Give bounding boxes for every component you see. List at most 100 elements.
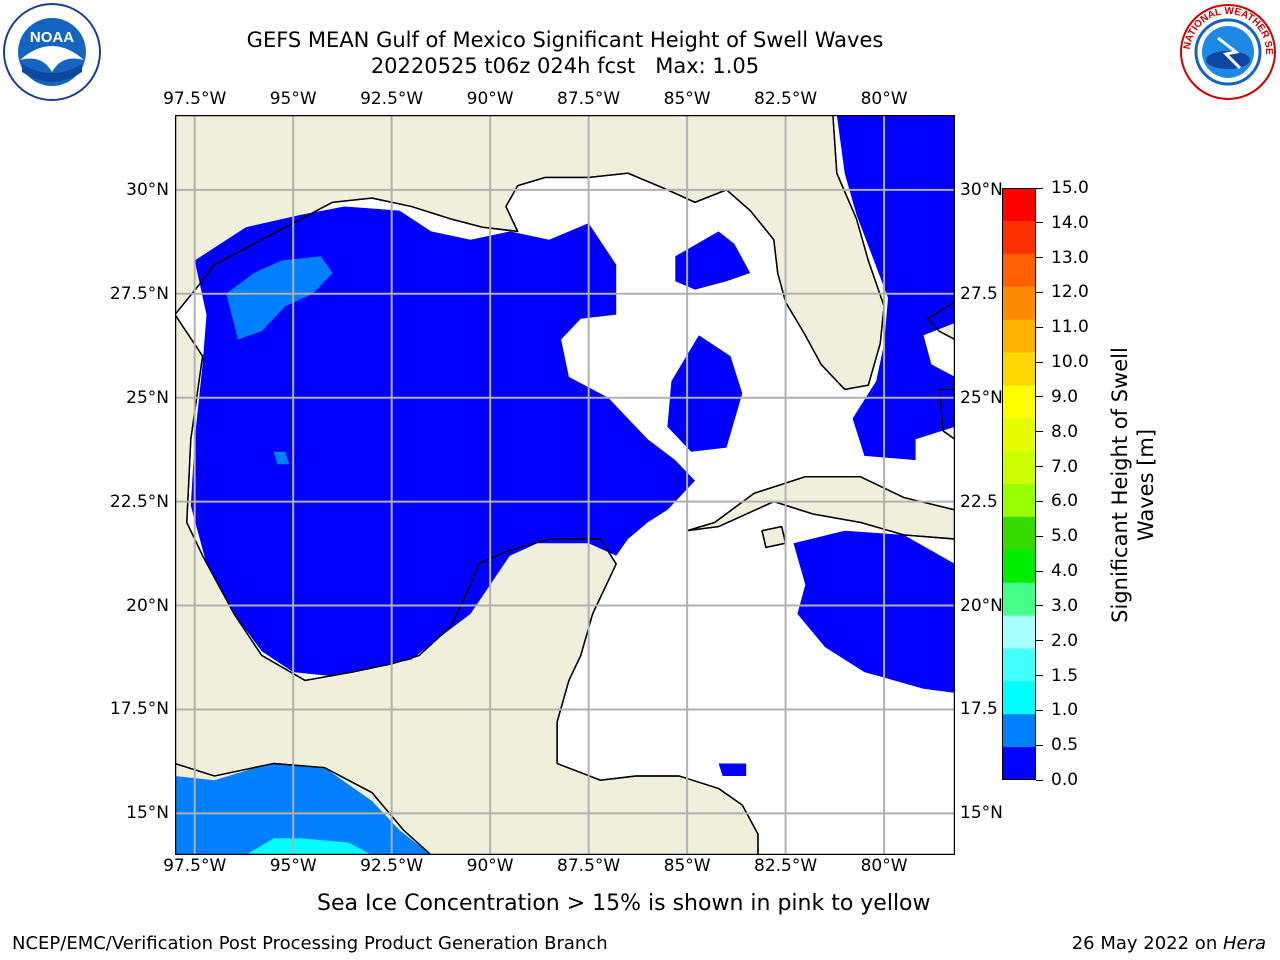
lat-tick-right: 27.5 bbox=[960, 283, 998, 304]
colorbar bbox=[1002, 188, 1036, 780]
colorbar-tick-label: 3.0 bbox=[1051, 595, 1079, 616]
noaa-logo: NOAA bbox=[2, 2, 102, 102]
colorbar-segment bbox=[1002, 352, 1036, 386]
colorbar-tick-label: 15.0 bbox=[1051, 178, 1089, 198]
colorbar-tick-mark bbox=[1036, 257, 1043, 259]
lon-tick-top: 82.5°W bbox=[754, 89, 818, 109]
colorbar-tick-mark bbox=[1036, 500, 1043, 502]
colorbar-tick-mark bbox=[1036, 326, 1043, 328]
swell-atlantic bbox=[836, 115, 955, 461]
colorbar-tick-label: 14.0 bbox=[1051, 212, 1089, 233]
colorbar-segment bbox=[1002, 582, 1036, 617]
lon-tick-bottom: 80°W bbox=[860, 856, 908, 876]
lat-tick-right: 20°N bbox=[960, 595, 1003, 616]
map-frame bbox=[175, 115, 955, 855]
lat-tick-right: 22.5 bbox=[960, 491, 998, 512]
lon-tick-top: 85°W bbox=[663, 89, 711, 109]
footer-right: 26 May 2022 on Hera bbox=[1072, 933, 1266, 954]
colorbar-title: Significant Height of Swell Waves [m] bbox=[1107, 335, 1159, 635]
colorbar-title-line1: Significant Height of Swell bbox=[1108, 347, 1132, 623]
lat-lon-grid bbox=[175, 115, 955, 855]
colorbar-tick-mark bbox=[1036, 187, 1043, 189]
lat-tick-right: 17.5 bbox=[960, 699, 998, 720]
lon-tick-bottom: 95°W bbox=[269, 856, 317, 876]
colorbar-segment bbox=[1002, 516, 1036, 551]
colorbar-tick-label: 0.0 bbox=[1051, 770, 1079, 790]
lon-tick-bottom: 92.5°W bbox=[360, 856, 424, 876]
colorbar-segment bbox=[1002, 319, 1036, 353]
lon-tick-bottom: 90°W bbox=[466, 856, 514, 876]
colorbar-segment bbox=[1002, 253, 1036, 288]
colorbar-tick-mark bbox=[1036, 709, 1043, 711]
swell-pacific-high bbox=[245, 838, 372, 855]
colorbar-tick-label: 4.0 bbox=[1051, 561, 1079, 582]
colorbar-segment bbox=[1002, 385, 1036, 419]
colorbar-tick-label: 7.0 bbox=[1051, 456, 1079, 477]
swell-northeast-patch bbox=[675, 231, 751, 290]
colorbar-segment bbox=[1002, 188, 1036, 222]
colorbar-tick-mark bbox=[1036, 396, 1043, 398]
chart-title-line1: GEFS MEAN Gulf of Mexico Significant Hei… bbox=[246, 28, 884, 52]
lat-tick-left: 17.5°N bbox=[109, 699, 169, 720]
colorbar-segment bbox=[1002, 549, 1036, 584]
chart-title-line2: 20220525 t06z 024h fcst Max: 1.05 bbox=[370, 54, 760, 78]
noaa-logo-text: NOAA bbox=[30, 29, 74, 46]
colorbar-tick-label: 11.0 bbox=[1051, 317, 1089, 338]
colorbar-tick-mark bbox=[1036, 779, 1043, 781]
lon-tick-bottom: 85°W bbox=[663, 856, 711, 876]
colorbar-tick-label: 9.0 bbox=[1051, 386, 1079, 407]
land-cuba-coast bbox=[686, 476, 955, 540]
lon-tick-top: 80°W bbox=[860, 89, 908, 109]
colorbar-tick-mark bbox=[1036, 605, 1043, 607]
swell-caribbean-south bbox=[718, 763, 747, 776]
colorbar-tick-mark bbox=[1036, 431, 1043, 433]
colorbar-tick-label: 10.0 bbox=[1051, 352, 1089, 373]
lat-tick-left: 27.5°N bbox=[109, 283, 169, 304]
lat-tick-left: 22.5°N bbox=[109, 491, 169, 512]
colorbar-segment bbox=[1002, 648, 1036, 682]
lon-tick-top: 95°W bbox=[269, 89, 317, 109]
colorbar-tick-label: 1.5 bbox=[1051, 665, 1079, 686]
colorbar-segment bbox=[1002, 615, 1036, 649]
lon-tick-top: 97.5°W bbox=[163, 89, 227, 109]
colorbar-segment bbox=[1002, 418, 1036, 452]
lat-tick-left: 25°N bbox=[126, 387, 169, 408]
sea-ice-caption: Sea Ice Concentration > 15% is shown in … bbox=[317, 891, 931, 916]
colorbar-tick-label: 8.0 bbox=[1051, 421, 1079, 442]
colorbar-tick-mark bbox=[1036, 361, 1043, 363]
lon-tick-top: 87.5°W bbox=[557, 89, 621, 109]
footer-host: Hera bbox=[1222, 933, 1266, 954]
colorbar-tick-mark bbox=[1036, 291, 1043, 293]
lon-tick-bottom: 97.5°W bbox=[163, 856, 227, 876]
colorbar-segment bbox=[1002, 484, 1036, 518]
colorbar-tick-mark bbox=[1036, 466, 1043, 468]
colorbar-tick-mark bbox=[1036, 222, 1043, 224]
lon-tick-bottom: 82.5°W bbox=[754, 856, 818, 876]
colorbar-tick-mark bbox=[1036, 535, 1043, 537]
lat-tick-left: 15°N bbox=[126, 803, 169, 824]
colorbar-tick-label: 6.0 bbox=[1051, 491, 1079, 512]
lon-tick-top: 92.5°W bbox=[360, 89, 424, 109]
colorbar-title-line2: Waves [m] bbox=[1134, 428, 1158, 542]
lat-tick-left: 20°N bbox=[126, 595, 169, 616]
colorbar-tick-mark bbox=[1036, 570, 1043, 572]
land-north-america-coast bbox=[175, 115, 759, 855]
colorbar-tick-label: 13.0 bbox=[1051, 247, 1089, 268]
colorbar-segment bbox=[1002, 747, 1036, 780]
swell-west-gulf-moderate bbox=[226, 256, 333, 340]
swell-small-moderate bbox=[273, 451, 290, 465]
colorbar-tick-mark bbox=[1036, 640, 1043, 642]
footer-date: 26 May 2022 on bbox=[1071, 933, 1223, 954]
footer-left: NCEP/EMC/Verification Post Processing Pr… bbox=[12, 933, 608, 954]
land-bahamas-abaco-coast bbox=[926, 301, 955, 341]
colorbar-tick-label: 5.0 bbox=[1051, 526, 1079, 547]
colorbar-tick-mark bbox=[1036, 675, 1043, 677]
colorbar-segment bbox=[1002, 220, 1036, 255]
colorbar-segment bbox=[1002, 681, 1036, 715]
lat-tick-right: 30°N bbox=[960, 179, 1003, 200]
land-bahamas-andros-coast bbox=[938, 388, 955, 440]
swell-caribbean bbox=[793, 530, 955, 693]
colorbar-segment bbox=[1002, 451, 1036, 485]
colorbar-segment bbox=[1002, 714, 1036, 748]
lat-tick-right: 15°N bbox=[960, 803, 1003, 824]
